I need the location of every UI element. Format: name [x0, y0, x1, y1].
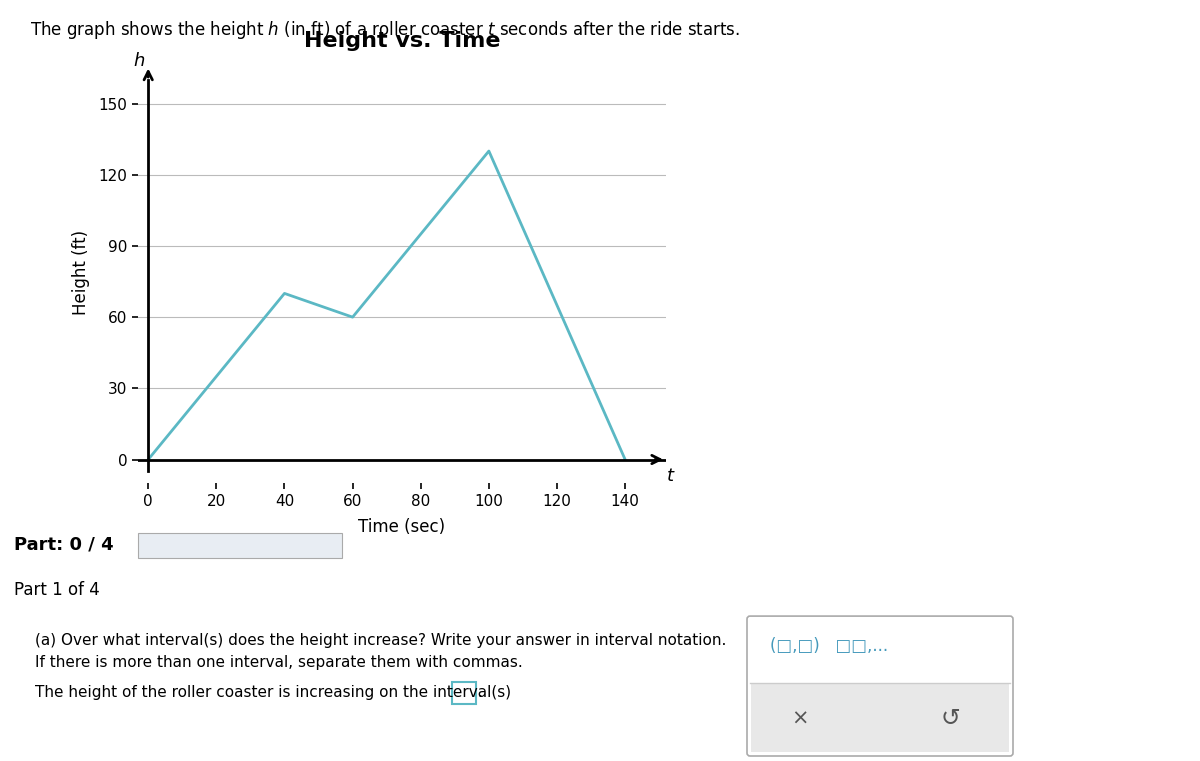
Title: Height vs. Time: Height vs. Time: [304, 31, 500, 51]
Text: (□,□)   □□,...: (□,□) □□,...: [770, 637, 888, 655]
X-axis label: Time (sec): Time (sec): [359, 517, 445, 536]
FancyBboxPatch shape: [138, 533, 342, 558]
FancyBboxPatch shape: [751, 683, 1009, 752]
Text: The height of the roller coaster is increasing on the interval(s): The height of the roller coaster is incr…: [35, 685, 511, 700]
FancyBboxPatch shape: [451, 682, 475, 704]
Text: $h$: $h$: [133, 53, 145, 70]
Text: .: .: [478, 685, 482, 700]
Text: $t$: $t$: [666, 466, 676, 485]
Text: Part 1 of 4: Part 1 of 4: [14, 581, 100, 599]
FancyBboxPatch shape: [746, 616, 1013, 756]
Text: (a) Over what interval(s) does the height increase? Write your answer in interva: (a) Over what interval(s) does the heigh…: [35, 633, 726, 648]
Text: If there is more than one interval, separate them with commas.: If there is more than one interval, sepa…: [35, 655, 523, 670]
Text: ×: ×: [791, 708, 809, 728]
Text: Part: 0 / 4: Part: 0 / 4: [14, 536, 114, 554]
Text: ↺: ↺: [940, 706, 960, 731]
Text: The graph shows the height $h$ (in ft) of a roller coaster $t$ seconds after the: The graph shows the height $h$ (in ft) o…: [30, 19, 740, 41]
Y-axis label: Height (ft): Height (ft): [72, 230, 90, 314]
